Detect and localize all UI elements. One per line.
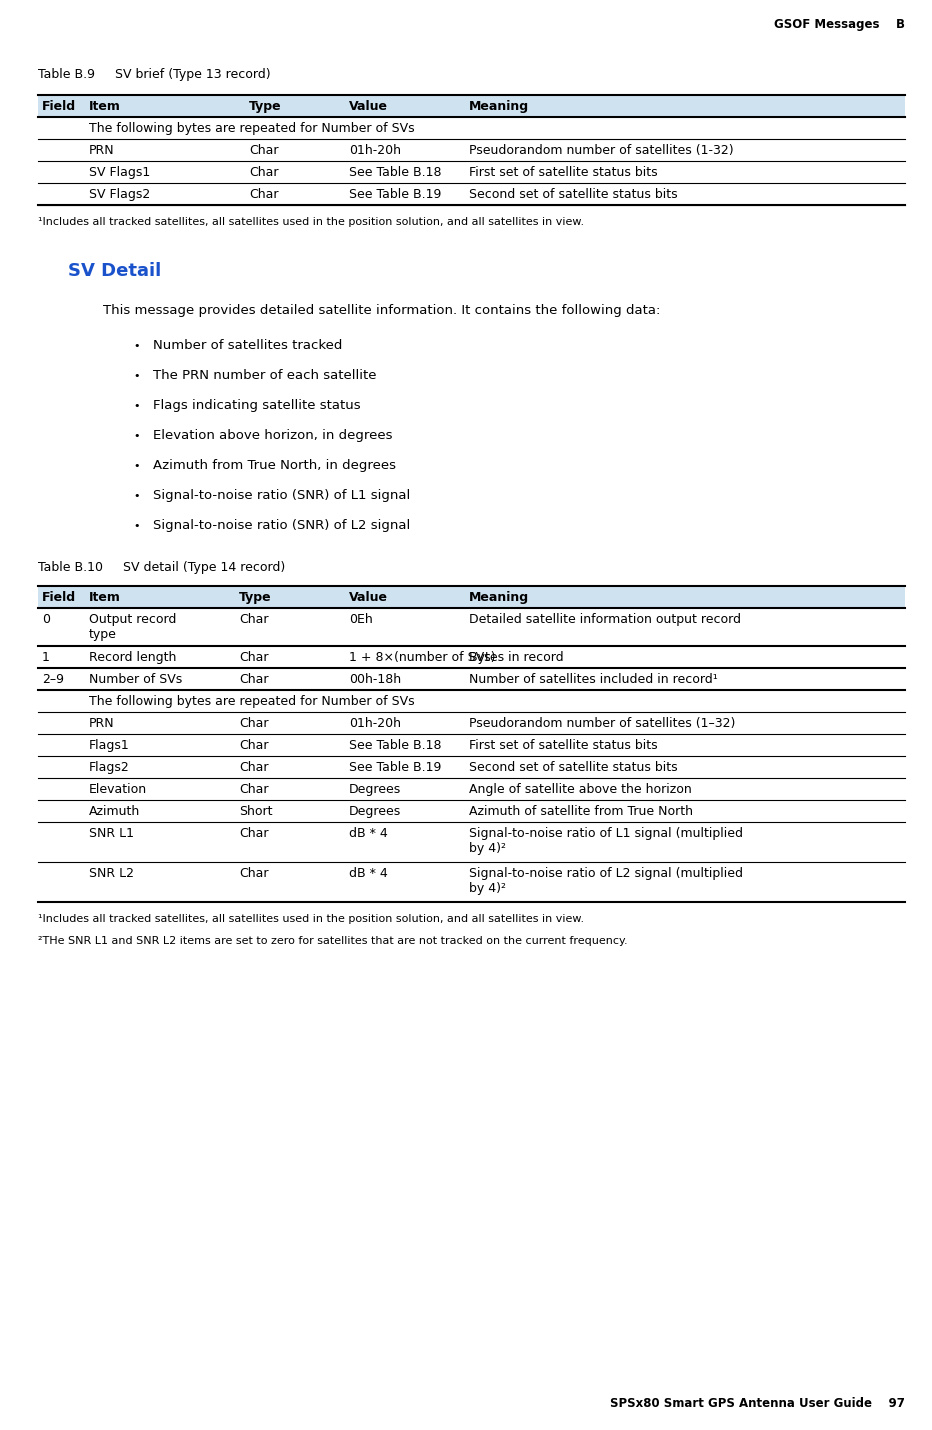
Text: 1 + 8×(number of SVs): 1 + 8×(number of SVs) (349, 651, 496, 664)
Text: See Table B.18: See Table B.18 (349, 166, 442, 179)
Text: See Table B.19: See Table B.19 (349, 187, 442, 202)
Text: Char: Char (239, 613, 268, 626)
Text: •: • (133, 430, 140, 440)
Text: 1: 1 (42, 651, 50, 664)
Text: Azimuth: Azimuth (89, 805, 140, 818)
Text: Output record
type: Output record type (89, 613, 176, 641)
Text: Pseudorandom number of satellites (1-32): Pseudorandom number of satellites (1-32) (469, 144, 733, 157)
Text: Flags1: Flags1 (89, 739, 130, 752)
Text: Value: Value (349, 100, 388, 113)
Text: See Table B.19: See Table B.19 (349, 761, 442, 774)
Text: Char: Char (239, 651, 268, 664)
Text: Char: Char (239, 761, 268, 774)
Text: The PRN number of each satellite: The PRN number of each satellite (153, 369, 377, 382)
Text: Field: Field (42, 100, 76, 113)
Text: Detailed satellite information output record: Detailed satellite information output re… (469, 613, 741, 626)
Text: Table B.10     SV detail (Type 14 record): Table B.10 SV detail (Type 14 record) (38, 561, 285, 573)
Text: Second set of satellite status bits: Second set of satellite status bits (469, 187, 678, 202)
Text: Char: Char (239, 867, 268, 879)
Text: 01h-20h: 01h-20h (349, 716, 401, 729)
Text: Elevation above horizon, in degrees: Elevation above horizon, in degrees (153, 429, 392, 442)
Text: Item: Item (89, 100, 121, 113)
Text: Table B.9     SV brief (Type 13 record): Table B.9 SV brief (Type 13 record) (38, 69, 270, 82)
Text: Record length: Record length (89, 651, 176, 664)
Text: Signal-to-noise ratio (SNR) of L1 signal: Signal-to-noise ratio (SNR) of L1 signal (153, 489, 410, 502)
Text: See Table B.18: See Table B.18 (349, 739, 442, 752)
Text: Number of SVs: Number of SVs (89, 674, 183, 686)
Text: Char: Char (239, 716, 268, 729)
Bar (38, 94, 905, 117)
Text: Item: Item (89, 591, 121, 603)
Text: PRN: PRN (89, 144, 115, 157)
Text: SV Detail: SV Detail (68, 262, 161, 280)
Text: 2–9: 2–9 (42, 674, 64, 686)
Text: This message provides detailed satellite information. It contains the following : This message provides detailed satellite… (103, 305, 661, 317)
Text: Char: Char (239, 784, 268, 797)
Text: SV Flags1: SV Flags1 (89, 166, 150, 179)
Text: •: • (133, 370, 140, 380)
Text: Char: Char (239, 827, 268, 839)
Text: 00h-18h: 00h-18h (349, 674, 401, 686)
Text: Flags indicating satellite status: Flags indicating satellite status (153, 399, 361, 412)
Text: Char: Char (249, 166, 279, 179)
Text: Pseudorandom number of satellites (1–32): Pseudorandom number of satellites (1–32) (469, 716, 735, 729)
Bar (38, 586, 905, 608)
Text: dB * 4: dB * 4 (349, 867, 388, 879)
Text: Signal-to-noise ratio of L1 signal (multiplied
by 4)²: Signal-to-noise ratio of L1 signal (mult… (469, 827, 743, 855)
Text: 01h-20h: 01h-20h (349, 144, 401, 157)
Text: PRN: PRN (89, 716, 115, 729)
Text: Value: Value (349, 591, 388, 603)
Text: The following bytes are repeated for Number of SVs: The following bytes are repeated for Num… (89, 122, 415, 134)
Text: Azimuth from True North, in degrees: Azimuth from True North, in degrees (153, 459, 396, 472)
Text: The following bytes are repeated for Number of SVs: The following bytes are repeated for Num… (89, 695, 415, 708)
Text: Meaning: Meaning (469, 591, 529, 603)
Text: GSOF Messages    B: GSOF Messages B (774, 19, 905, 31)
Text: Char: Char (239, 674, 268, 686)
Text: Field: Field (42, 591, 76, 603)
Text: Char: Char (249, 144, 279, 157)
Text: •: • (133, 521, 140, 531)
Text: Short: Short (239, 805, 272, 818)
Text: Signal-to-noise ratio of L2 signal (multiplied
by 4)²: Signal-to-noise ratio of L2 signal (mult… (469, 867, 743, 895)
Text: Type: Type (249, 100, 281, 113)
Text: •: • (133, 400, 140, 410)
Text: •: • (133, 490, 140, 500)
Text: Degrees: Degrees (349, 784, 402, 797)
Text: Char: Char (249, 187, 279, 202)
Text: Type: Type (239, 591, 271, 603)
Text: Angle of satellite above the horizon: Angle of satellite above the horizon (469, 784, 692, 797)
Text: Second set of satellite status bits: Second set of satellite status bits (469, 761, 678, 774)
Text: SPSx80 Smart GPS Antenna User Guide    97: SPSx80 Smart GPS Antenna User Guide 97 (610, 1397, 905, 1410)
Text: SNR L1: SNR L1 (89, 827, 134, 839)
Text: •: • (133, 340, 140, 350)
Text: •: • (133, 460, 140, 470)
Text: SV Flags2: SV Flags2 (89, 187, 150, 202)
Text: Number of satellites included in record¹: Number of satellites included in record¹ (469, 674, 718, 686)
Text: ¹Includes all tracked satellites, all satellites used in the position solution, : ¹Includes all tracked satellites, all sa… (38, 217, 584, 227)
Text: 0Eh: 0Eh (349, 613, 373, 626)
Text: First set of satellite status bits: First set of satellite status bits (469, 166, 658, 179)
Text: SNR L2: SNR L2 (89, 867, 134, 879)
Text: Bytes in record: Bytes in record (469, 651, 564, 664)
Text: Elevation: Elevation (89, 784, 147, 797)
Text: dB * 4: dB * 4 (349, 827, 388, 839)
Text: 0: 0 (42, 613, 50, 626)
Text: Number of satellites tracked: Number of satellites tracked (153, 339, 342, 352)
Text: Meaning: Meaning (469, 100, 529, 113)
Text: Degrees: Degrees (349, 805, 402, 818)
Text: First set of satellite status bits: First set of satellite status bits (469, 739, 658, 752)
Text: ¹Includes all tracked satellites, all satellites used in the position solution, : ¹Includes all tracked satellites, all sa… (38, 914, 584, 924)
Text: Azimuth of satellite from True North: Azimuth of satellite from True North (469, 805, 693, 818)
Text: Flags2: Flags2 (89, 761, 130, 774)
Text: Signal-to-noise ratio (SNR) of L2 signal: Signal-to-noise ratio (SNR) of L2 signal (153, 519, 410, 532)
Text: ²THe SNR L1 and SNR L2 items are set to zero for satellites that are not tracked: ²THe SNR L1 and SNR L2 items are set to … (38, 937, 627, 947)
Text: Char: Char (239, 739, 268, 752)
